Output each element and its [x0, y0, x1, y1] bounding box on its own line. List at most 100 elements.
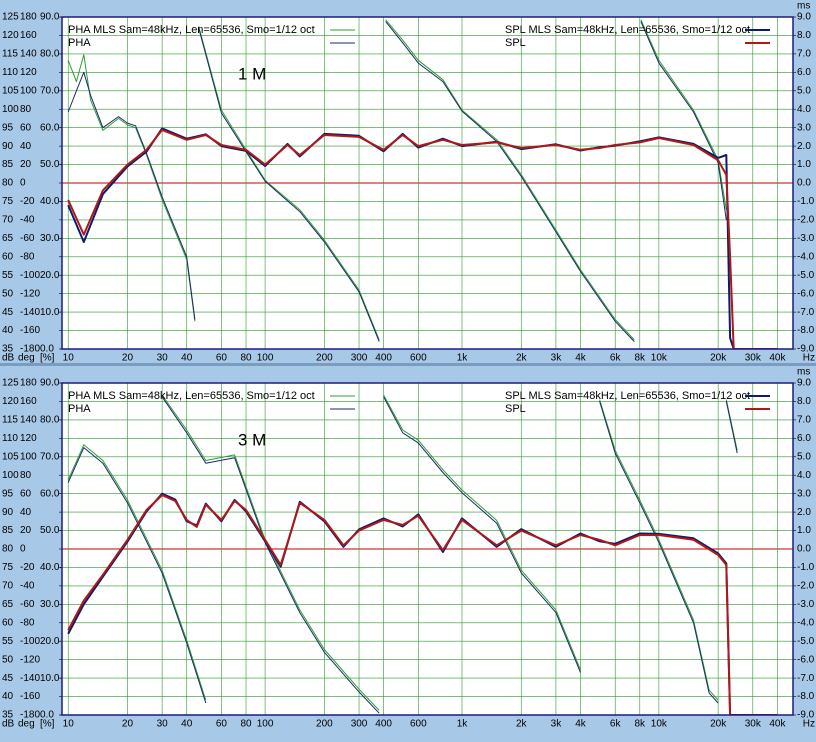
x-tick-label: 8k — [635, 353, 647, 364]
x-tick-label: 4k — [575, 353, 587, 364]
line-series — [67, 492, 778, 715]
x-tick-label: 20 — [122, 353, 134, 364]
deg-tick-label: -120 — [20, 288, 40, 299]
y2-tick-label: 1.0 — [797, 525, 811, 536]
line-series — [198, 26, 380, 340]
y-tick-label: 100 — [2, 104, 19, 115]
deg-tick-label: -160 — [20, 325, 40, 336]
y-tick-label: 125 — [2, 12, 19, 23]
x-tick-label: 300 — [351, 719, 368, 730]
y2-tick-label: 5.0 — [797, 451, 811, 462]
x-tick-label: 300 — [351, 353, 368, 364]
x-tick-label: 20k — [710, 719, 727, 730]
x-axis-label: Hz — [803, 719, 815, 730]
y-tick-label: 90 — [2, 507, 14, 518]
line-series — [67, 71, 196, 320]
y2-tick-label: -4.0 — [797, 251, 815, 262]
pct-tick-label: 60.0 — [40, 488, 60, 499]
deg-tick-label: 140 — [20, 49, 37, 60]
legend-label: SPL MLS Sam=48kHz, Len=65536, Smo=1/12 o… — [505, 390, 750, 402]
deg-tick-label: 160 — [20, 30, 37, 41]
x-tick-label: 10k — [651, 353, 668, 364]
deg-axis-label: deg — [18, 353, 35, 364]
y-tick-label: 85 — [2, 525, 14, 536]
pct-axis-label: [%] — [40, 353, 55, 364]
x-tick-label: 600 — [410, 719, 427, 730]
line-series — [599, 399, 719, 701]
x-tick-label: 40 — [181, 353, 193, 364]
y2-tick-label: -3.0 — [797, 233, 815, 244]
x-tick-label: 1k — [457, 719, 469, 730]
pct-tick-label: 10.0 — [40, 673, 60, 684]
y2-tick-label: -9.0 — [797, 710, 815, 721]
y-tick-label: 110 — [2, 433, 18, 444]
deg-tick-label: 180 — [20, 12, 37, 23]
annotation: 3 M — [238, 430, 266, 449]
pct-tick-label: 50.0 — [40, 159, 60, 170]
pct-tick-label: 0.0 — [40, 344, 54, 355]
x-tick-label: 3k — [551, 353, 563, 364]
x-tick-label: 400 — [375, 719, 392, 730]
x-tick-label: 40k — [769, 353, 786, 364]
y-axis-label: dB — [2, 719, 15, 730]
pct-tick-label: 90.0 — [40, 12, 60, 23]
line-series — [67, 494, 778, 715]
y2-tick-label: 3.0 — [797, 488, 811, 499]
y-tick-label: 120 — [2, 30, 19, 41]
y-tick-label: 70 — [2, 581, 14, 592]
legend-label: SPL — [505, 403, 526, 415]
deg-tick-label: 80 — [20, 470, 32, 481]
plot-frame — [61, 382, 794, 716]
x-tick-label: 30k — [745, 353, 762, 364]
y2-axis-label: ms — [797, 1, 810, 12]
y2-tick-label: -6.0 — [797, 288, 815, 299]
x-tick-label: 60 — [216, 353, 228, 364]
deg-tick-label: -80 — [20, 617, 35, 628]
line-series — [67, 54, 196, 322]
deg-tick-label: 160 — [20, 396, 37, 407]
line-series — [67, 128, 778, 349]
deg-tick-label: 100 — [20, 85, 37, 96]
y2-tick-label: 9.0 — [797, 378, 811, 389]
deg-tick-label: 20 — [20, 525, 32, 536]
y2-tick-label: 7.0 — [797, 415, 811, 426]
x-tick-label: 10k — [651, 719, 668, 730]
deg-tick-label: 60 — [20, 122, 32, 133]
deg-tick-label: -180 — [20, 710, 40, 721]
y2-tick-label: 2.0 — [797, 141, 811, 152]
x-tick-label: 30k — [745, 719, 762, 730]
y-tick-label: 85 — [2, 159, 14, 170]
y-tick-label: 125 — [2, 378, 19, 389]
y-tick-label: 45 — [2, 673, 14, 684]
y-tick-label: 55 — [2, 636, 14, 647]
y2-tick-label: 4.0 — [797, 470, 811, 481]
deg-tick-label: 180 — [20, 378, 37, 389]
x-tick-label: 40 — [181, 719, 193, 730]
y-tick-label: 80 — [2, 178, 14, 189]
y-tick-label: 105 — [2, 85, 19, 96]
y2-tick-label: -6.0 — [797, 654, 815, 665]
y2-tick-label: 0.0 — [797, 544, 811, 555]
y2-tick-label: -5.0 — [797, 636, 815, 647]
y-tick-label: 60 — [2, 617, 14, 628]
y-tick-label: 120 — [2, 396, 19, 407]
line-series — [725, 401, 738, 454]
legend-label: PHA — [68, 37, 91, 49]
y-tick-label: 115 — [2, 415, 18, 426]
y2-tick-label: -3.0 — [797, 599, 815, 610]
y2-tick-label: 4.0 — [797, 104, 811, 115]
pct-axis-label: [%] — [40, 719, 55, 730]
x-tick-label: 3k — [551, 719, 563, 730]
annotation: 1 M — [238, 64, 266, 83]
y-tick-label: 75 — [2, 562, 14, 573]
y2-tick-label: 1.0 — [797, 159, 811, 170]
x-tick-label: 40k — [769, 719, 786, 730]
deg-tick-label: -80 — [20, 251, 35, 262]
x-tick-label: 100 — [257, 719, 274, 730]
deg-tick-label: 120 — [20, 433, 37, 444]
legend-label: PHA MLS Sam=48kHz, Len=65536, Smo=1/12 o… — [68, 24, 315, 36]
x-tick-label: 6k — [610, 353, 622, 364]
pct-tick-label: 10.0 — [40, 307, 60, 318]
y-tick-label: 50 — [2, 288, 14, 299]
x-tick-label: 200 — [316, 353, 333, 364]
